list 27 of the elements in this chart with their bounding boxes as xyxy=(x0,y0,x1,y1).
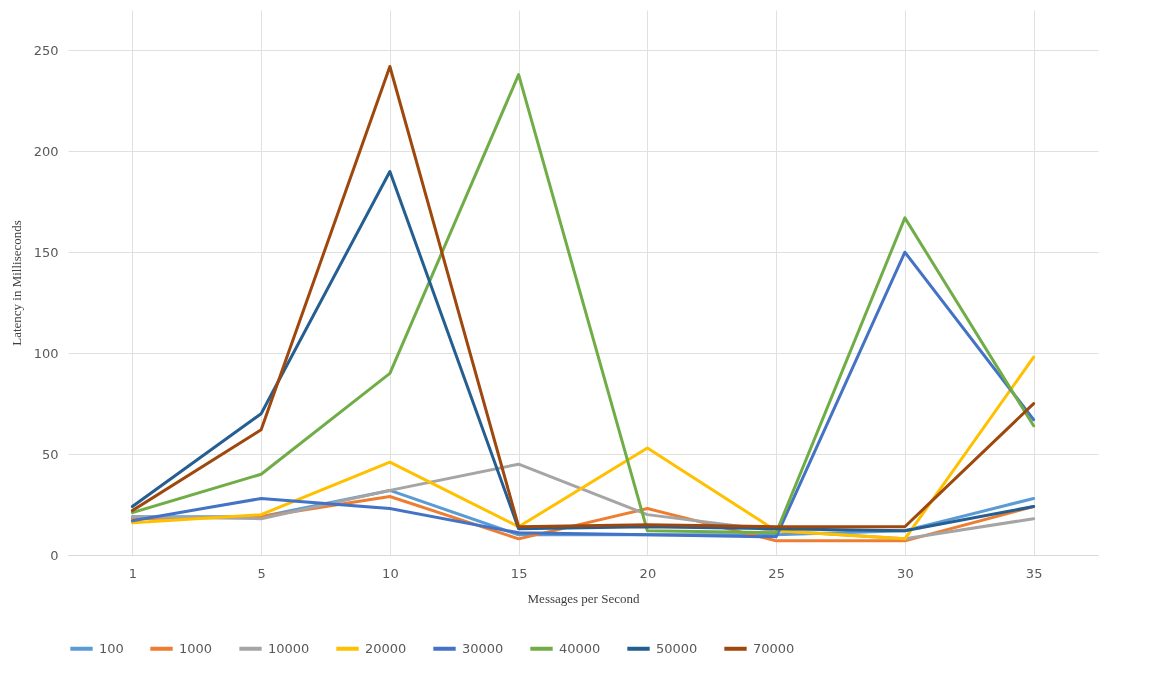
legend-label: 70000 xyxy=(753,640,795,656)
legend-label: 20000 xyxy=(365,640,407,656)
y-tick-label: 50 xyxy=(41,446,59,462)
legend-label: 30000 xyxy=(462,640,504,656)
line-series xyxy=(130,355,1036,541)
x-tick-label: 5 xyxy=(257,565,266,581)
line-series xyxy=(130,169,1036,533)
y-tick-label: 100 xyxy=(33,345,59,361)
legend-label: 100 xyxy=(99,640,124,656)
y-tick-label: 250 xyxy=(33,42,59,58)
y-tick-label: 200 xyxy=(33,143,59,159)
y-tick-label: 0 xyxy=(50,547,59,563)
x-tick-label: 10 xyxy=(382,565,399,581)
legend-label: 40000 xyxy=(559,640,601,656)
legend-label: 10000 xyxy=(268,640,310,656)
y-axis-title: Latency in Milliseconds xyxy=(8,220,24,346)
legend-label: 50000 xyxy=(656,640,698,656)
x-tick-label: 20 xyxy=(639,565,657,581)
y-tick-label: 150 xyxy=(33,244,59,260)
x-tick-label: 30 xyxy=(897,565,914,581)
line-series xyxy=(130,250,1036,539)
legend-label: 1000 xyxy=(179,640,213,656)
x-axis-title: Messages per Second xyxy=(527,590,640,606)
x-tick-label: 1 xyxy=(128,565,138,581)
x-tick-label: 35 xyxy=(1025,565,1043,581)
x-tick-label: 25 xyxy=(768,565,785,581)
x-tick-label: 15 xyxy=(510,565,528,581)
